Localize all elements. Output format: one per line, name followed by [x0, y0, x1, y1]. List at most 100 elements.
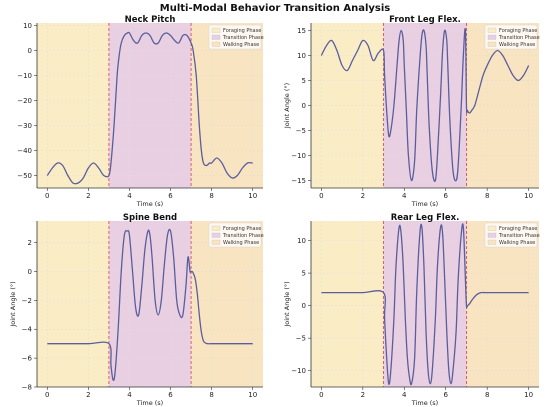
y-tick-label: −30: [17, 122, 32, 130]
foraging-legend-label: Foraging Phase: [223, 226, 261, 232]
y-tick-label: −8: [22, 383, 32, 391]
foraging-phase-region: [37, 23, 109, 188]
walking-phase-region: [466, 23, 539, 188]
x-tick-label: 8: [485, 391, 489, 399]
figure-title: Multi-Modal Behavior Transition Analysis: [159, 3, 391, 14]
walking-legend-label: Walking Phase: [223, 240, 259, 246]
x-tick-label: 10: [248, 192, 257, 200]
walking-legend-label: Walking Phase: [499, 240, 535, 246]
x-tick-label: 2: [86, 192, 90, 200]
y-axis-label: Joint Angle (°): [283, 83, 291, 129]
series-line: [46, 31, 253, 185]
y-axis-label: Joint Angle (°): [9, 281, 17, 327]
foraging-legend-swatch: [487, 27, 497, 33]
y-tick-label: −20: [17, 97, 32, 105]
y-tick-label: −5: [296, 127, 306, 135]
y-tick-label: 5: [302, 77, 306, 85]
transition-legend-label: Transition Phase: [498, 35, 540, 41]
y-tick-label: 0: [302, 302, 306, 310]
walking-legend-swatch: [487, 239, 497, 245]
panel-title: Front Leg Flex.: [389, 15, 461, 25]
x-tick-label: 0: [319, 391, 323, 399]
neck-pitch-chart: 0 2 4 6 8 10 10 0 −10 −20 −30 −40 −50 Time (s) Neck Pi…: [17, 15, 264, 208]
x-tick-label: 6: [168, 391, 173, 399]
x-tick-label: 4: [127, 192, 132, 200]
x-tick-label: 0: [319, 192, 323, 200]
legend-box: [208, 222, 262, 248]
y-tick-label: −10: [291, 152, 306, 160]
foraging-legend-swatch: [211, 225, 221, 231]
transition-phase-region: [108, 23, 192, 188]
x-tick-label: 0: [45, 192, 49, 200]
legend-box: [208, 24, 262, 50]
series-line: [321, 223, 529, 386]
walking-phase-region: [466, 221, 539, 387]
y-tick-label: −40: [17, 147, 32, 155]
panel-title: Rear Leg Flex.: [391, 213, 460, 223]
foraging-phase-region: [37, 221, 109, 387]
y-tick-label: −4: [22, 326, 33, 334]
walking-legend-swatch: [211, 41, 221, 47]
foraging-legend-swatch: [211, 27, 221, 33]
x-tick-label: 0: [45, 391, 49, 399]
y-tick-label: 2: [28, 239, 32, 247]
transition-phase-region: [108, 221, 192, 387]
rear-leg-flex-chart: 0 2 4 6 8 10 10 5 0 −5 −10 Time (s) Joint Angle (°) R…: [283, 213, 540, 407]
y-tick-label: −10: [17, 72, 32, 80]
transition-legend-swatch: [211, 232, 221, 238]
foraging-legend-label: Foraging Phase: [223, 28, 261, 34]
y-tick-label: 10: [297, 237, 306, 245]
x-tick-label: 8: [209, 192, 213, 200]
y-tick-label: 15: [297, 27, 306, 35]
walking-legend-swatch: [487, 41, 497, 47]
y-tick-label: −6: [22, 355, 33, 363]
series-line: [320, 28, 530, 182]
x-axis-label: Time (s): [411, 399, 438, 407]
walking-legend-label: Walking Phase: [223, 42, 259, 48]
foraging-phase-region: [311, 221, 384, 387]
x-tick-label: 10: [248, 391, 257, 399]
front-leg-flex-chart: 0 2 4 6 8 10 15 10 5 0 −5 −10 −15 Time (s) Joint Angle…: [283, 15, 540, 208]
y-tick-label: −50: [17, 172, 32, 180]
legend-box: [484, 24, 538, 50]
y-tick-label: −15: [291, 177, 306, 185]
x-tick-label: 8: [209, 391, 213, 399]
y-tick-label: 0: [28, 268, 32, 276]
x-tick-label: 10: [524, 391, 533, 399]
walking-phase-region: [191, 221, 263, 387]
x-tick-label: 4: [127, 391, 132, 399]
y-axis-label: Joint Angle (°): [283, 281, 291, 327]
x-axis-label: Time (s): [411, 200, 438, 208]
series-line: [47, 228, 253, 381]
foraging-legend-label: Foraging Phase: [499, 28, 537, 34]
x-tick-label: 10: [524, 192, 533, 200]
y-tick-label: −5: [296, 335, 306, 343]
transition-legend-swatch: [487, 232, 497, 238]
transition-legend-label: Transition Phase: [222, 233, 264, 239]
y-tick-label: −10: [291, 367, 306, 375]
foraging-legend-swatch: [487, 225, 497, 231]
y-tick-label: 5: [302, 269, 306, 277]
x-tick-label: 4: [402, 192, 407, 200]
x-tick-label: 2: [86, 391, 90, 399]
y-tick-label: 10: [297, 52, 306, 60]
x-tick-label: 6: [168, 192, 173, 200]
x-tick-label: 6: [443, 192, 448, 200]
spine-bend-chart: 0 2 4 6 8 10 2 0 −2 −4 −6 −8 Time (s) Joint Angle (°)…: [9, 213, 264, 407]
x-tick-label: 6: [443, 391, 448, 399]
y-tick-label: 10: [23, 22, 32, 30]
panel-title: Neck Pitch: [125, 15, 176, 25]
y-tick-label: −2: [22, 297, 32, 305]
x-axis-label: Time (s): [136, 200, 163, 208]
x-tick-label: 2: [361, 192, 365, 200]
transition-legend-label: Transition Phase: [498, 233, 540, 239]
transition-legend-swatch: [211, 34, 221, 40]
panel-title: Spine Bend: [123, 213, 177, 223]
foraging-legend-label: Foraging Phase: [499, 226, 537, 232]
walking-legend-swatch: [211, 239, 221, 245]
y-tick-label: 0: [302, 102, 306, 110]
